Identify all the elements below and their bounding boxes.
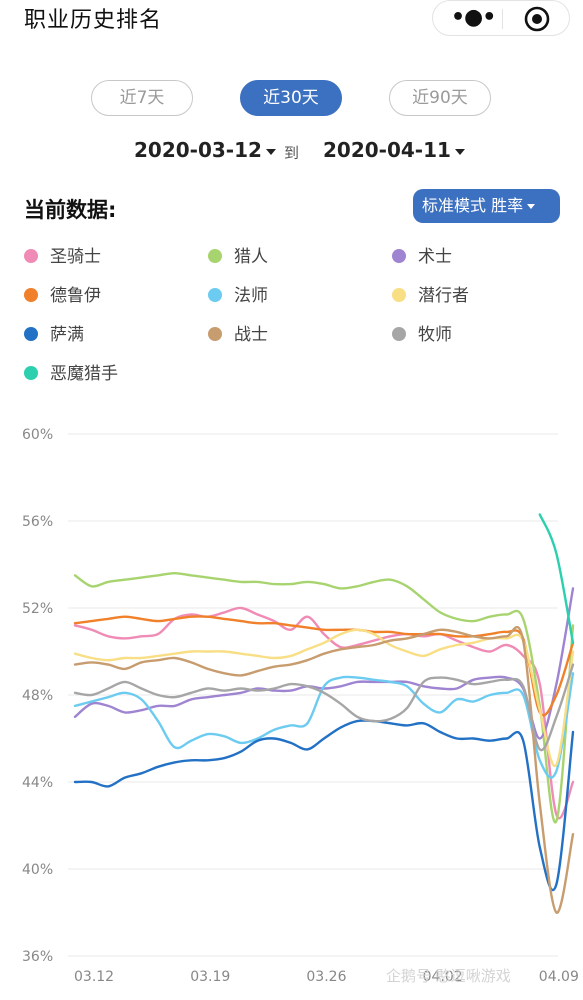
legend-dot-icon (208, 249, 222, 263)
tab-7-days[interactable]: 近7天 (91, 80, 193, 116)
legend-item[interactable]: 术士 (392, 242, 452, 267)
series-line (73, 606, 575, 820)
legend-dot-icon (208, 288, 222, 302)
end-date-text: 2020-04-11 (323, 138, 451, 162)
chart-legend: 圣骑士 猎人 术士德鲁伊 法师 潜行者萨满 战士 牧师恶魔猎手 (0, 242, 583, 402)
y-tick-label: 48% (22, 688, 53, 704)
start-date-picker[interactable]: 2020-03-12 (134, 138, 276, 162)
series-line (73, 587, 575, 740)
legend-dot-icon (24, 366, 38, 380)
tab-90-days[interactable]: 近90天 (389, 80, 491, 116)
legend-label: 德鲁伊 (50, 286, 101, 306)
capsule-divider (502, 9, 503, 29)
legend-dot-icon (24, 327, 38, 341)
period-tabs: 近7天 近30天 近90天 (0, 80, 583, 118)
y-tick-label: 60% (22, 427, 53, 443)
legend-item[interactable]: 萨满 (24, 320, 84, 345)
legend-dot-icon (392, 249, 406, 263)
y-tick-label: 44% (22, 775, 53, 791)
y-tick-label: 36% (22, 949, 53, 965)
legend-item[interactable]: 猎人 (208, 242, 268, 267)
x-tick-label: 03.26 (306, 969, 346, 985)
y-tick-label: 52% (22, 601, 53, 617)
legend-label: 术士 (418, 247, 452, 267)
legend-item[interactable]: 战士 (208, 320, 268, 345)
y-tick-label: 40% (22, 862, 53, 878)
mini-program-capsule: •●• (432, 0, 570, 36)
legend-dot-icon (392, 288, 406, 302)
series-line (73, 625, 575, 914)
start-date-text: 2020-03-12 (134, 138, 262, 162)
series-line (73, 672, 575, 779)
legend-label: 法师 (234, 286, 268, 306)
caret-down-icon (527, 204, 536, 209)
legend-dot-icon (24, 288, 38, 302)
mode-select-button[interactable]: 标准模式 胜率 (413, 189, 560, 223)
legend-dot-icon (392, 327, 406, 341)
legend-item[interactable]: 法师 (208, 281, 268, 306)
series-line (73, 628, 575, 768)
legend-item[interactable]: 德鲁伊 (24, 281, 101, 306)
legend-label: 战士 (234, 325, 268, 345)
legend-item[interactable]: 潜行者 (392, 281, 469, 306)
legend-label: 牧师 (418, 325, 452, 345)
series-line (73, 719, 575, 892)
app-header: 职业历史排名 •●• (0, 0, 583, 40)
current-data-heading: 当前数据: (24, 198, 117, 222)
target-icon[interactable] (524, 6, 550, 32)
legend-label: 潜行者 (418, 286, 469, 306)
legend-item[interactable]: 圣骑士 (24, 242, 101, 267)
end-date-picker[interactable]: 2020-04-11 (323, 138, 465, 162)
series-line (73, 615, 575, 717)
legend-item[interactable]: 牧师 (392, 320, 452, 345)
caret-down-icon (265, 148, 276, 155)
legend-label: 萨满 (50, 325, 84, 345)
legend-label: 圣骑士 (50, 247, 101, 267)
legend-label: 恶魔猎手 (50, 364, 118, 384)
series-line (73, 663, 575, 752)
x-tick-label: 04.09 (539, 969, 579, 985)
page-title: 职业历史排名 (24, 8, 163, 33)
legend-dot-icon (24, 249, 38, 263)
x-tick-label: 03.12 (74, 969, 114, 985)
legend-dot-icon (208, 327, 222, 341)
more-dots-icon[interactable]: •●• (451, 5, 496, 30)
series-line (73, 572, 575, 824)
mode-select-label: 标准模式 胜率 (422, 196, 524, 215)
watermark: 企鹅号 憨逗啾游戏 (386, 967, 511, 985)
date-separator: 到 (284, 144, 300, 162)
x-tick-label: 04.02 (423, 969, 463, 985)
x-tick-label: 03.19 (190, 969, 230, 985)
tab-30-days[interactable]: 近30天 (240, 80, 342, 116)
caret-down-icon (454, 148, 465, 155)
legend-item[interactable]: 恶魔猎手 (24, 359, 118, 384)
legend-label: 猎人 (234, 247, 268, 267)
series-line (538, 513, 575, 644)
win-rate-line-chart: 60% 56% 52% 48% 44% 40% 36% 03.12 03.19 03.26 04.0… (22, 427, 579, 985)
y-tick-label: 56% (22, 514, 53, 530)
date-range: 2020-03-12 到 2020-04-11 (0, 138, 583, 168)
